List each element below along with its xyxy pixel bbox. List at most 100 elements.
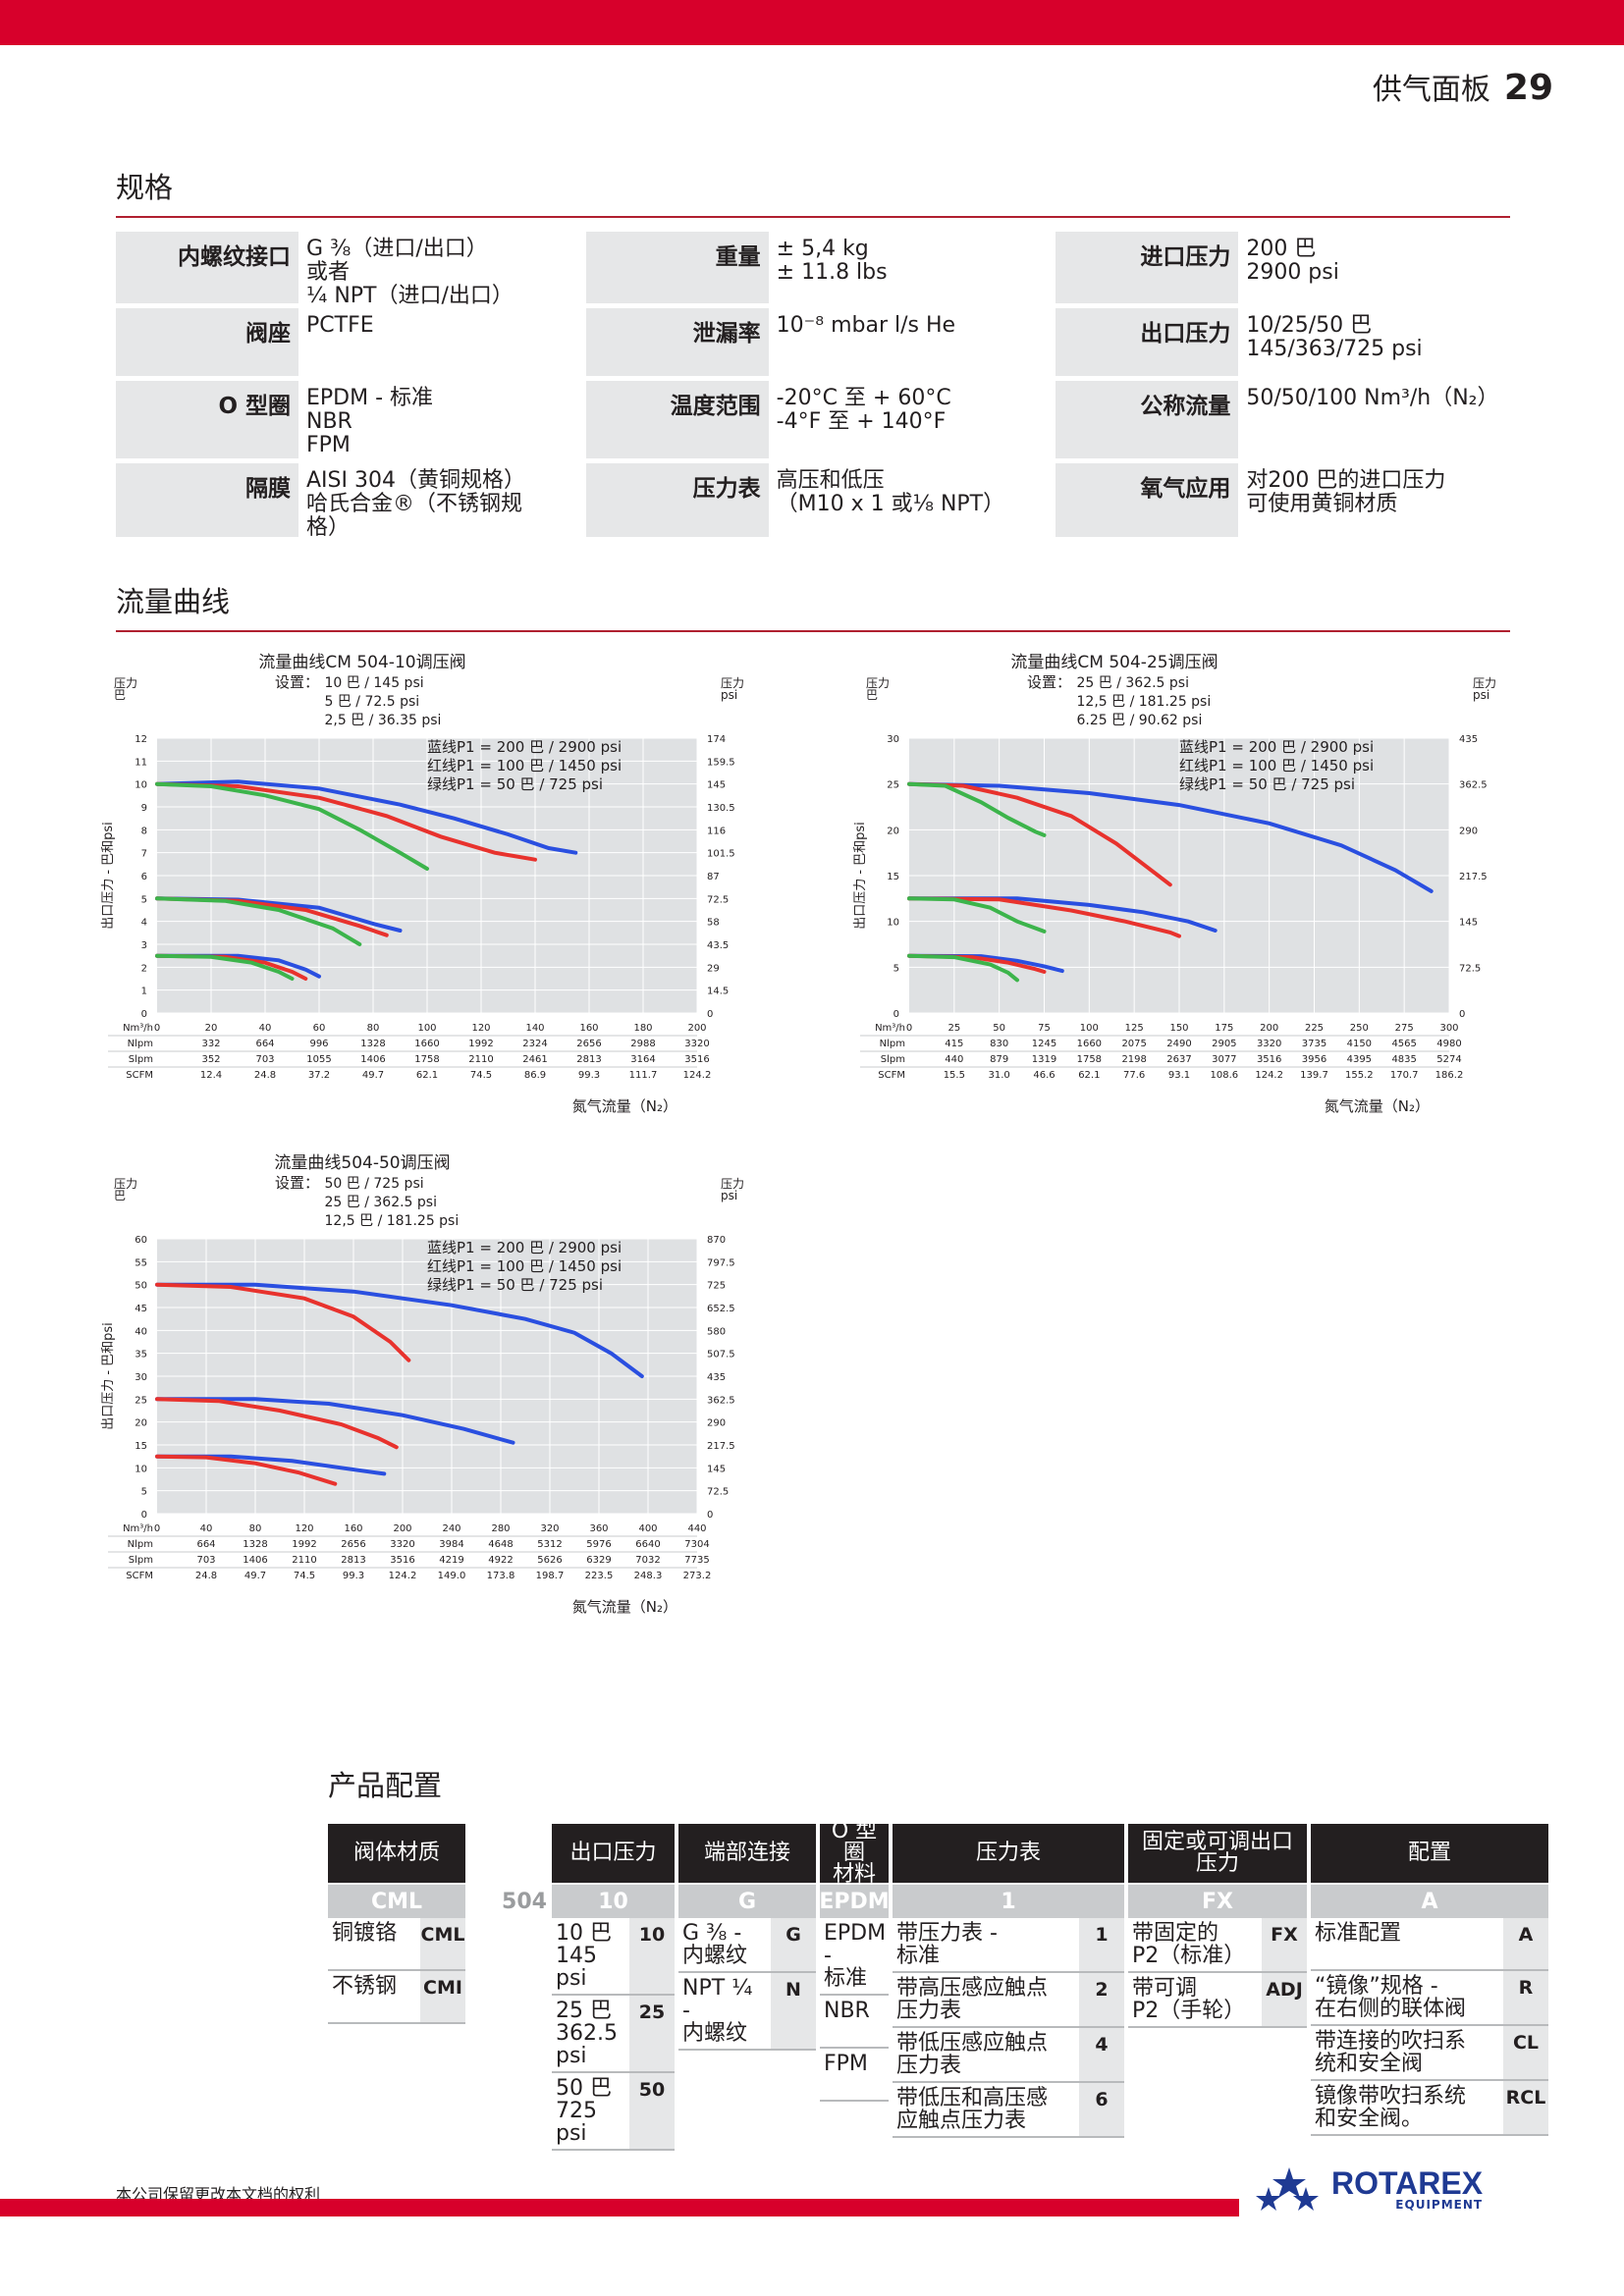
- y-tick-label: 45: [135, 1304, 147, 1314]
- y-axis-unit-right: psi: [1473, 688, 1489, 702]
- series-line: [907, 953, 1019, 983]
- y-tick-label: 15: [135, 1441, 147, 1452]
- y-tick-label: 15: [887, 872, 899, 882]
- spec-value: G ⅜（进口/出口） 或者 ¼ NPT（进口/出口）: [306, 237, 514, 308]
- slpm-value: 3516: [390, 1555, 414, 1566]
- spec-key: 阀座: [116, 308, 298, 376]
- config-option-code: 6: [1079, 2083, 1124, 2136]
- x-tick-label: 25: [947, 1023, 960, 1034]
- chart-setting: 10 巴 / 145 psi: [325, 675, 424, 691]
- config-option: 带固定的 P2（标准） FX: [1128, 1918, 1307, 1973]
- x-tick-label: 440: [687, 1523, 706, 1534]
- scfm-value: 46.6: [1033, 1070, 1055, 1081]
- config-option-code: R: [1503, 1971, 1548, 2024]
- series-line: [907, 896, 1181, 938]
- chart-settings-label: 设置：: [275, 1174, 319, 1192]
- config-column-code: 10: [552, 1885, 675, 1918]
- config-column-header: [501, 1824, 548, 1883]
- spec-value: 10⁻⁸ mbar l/s He: [776, 313, 956, 338]
- scfm-value: 173.8: [487, 1571, 515, 1581]
- scfm-value: 124.2: [389, 1571, 417, 1581]
- y-tick-label: 7: [141, 849, 147, 860]
- config-option-label: 铜镀铬: [332, 1921, 398, 1946]
- config-column-header: O 型圈 材料: [820, 1821, 889, 1886]
- y2-tick-label: 72.5: [1459, 963, 1481, 974]
- config-option: 不锈钢 CMI: [328, 1971, 465, 2024]
- y2-tick-label: 29: [707, 963, 720, 974]
- series-line: [907, 781, 1434, 893]
- y2-tick-label: 72.5: [707, 1487, 729, 1498]
- x-tick-label: 100: [1080, 1023, 1099, 1034]
- scfm-value: 139.7: [1300, 1070, 1328, 1081]
- legend-entry: 红线P1 = 100 巴 / 1450 psi: [1179, 757, 1374, 774]
- config-option-label: 带高压感应触点 压力表: [896, 1976, 1049, 2023]
- slpm-value: 1055: [306, 1054, 331, 1065]
- scfm-value: 74.5: [294, 1571, 315, 1581]
- config-option-code: CMI: [420, 1971, 465, 2022]
- spec-value: PCTFE: [306, 313, 374, 338]
- y2-tick-label: 0: [707, 1009, 713, 1020]
- config-section-title: 产品配置: [328, 1769, 443, 1802]
- config-column-code: A: [1311, 1885, 1548, 1918]
- legend-entry: 蓝线P1 = 200 巴 / 2900 psi: [427, 1239, 622, 1256]
- slpm-value: 352: [201, 1054, 220, 1065]
- x-row-label: Slpm: [129, 1054, 153, 1065]
- x-tick-label: 160: [344, 1523, 362, 1534]
- config-option-label: 10 巴 145 psi: [556, 1921, 612, 1991]
- y-tick-label: 10: [887, 918, 899, 929]
- x-tick-label: 275: [1395, 1023, 1414, 1034]
- config-column-header: 出口压力: [552, 1824, 675, 1883]
- config-option-label: 带低压感应触点 压力表: [896, 2031, 1049, 2078]
- y-axis-unit-left: 巴: [866, 688, 878, 702]
- spec-row: 内螺纹接口 G ⅜（进口/出口） 或者 ¼ NPT（进口/出口）: [116, 232, 570, 308]
- slpm-value: 2813: [341, 1555, 365, 1566]
- config-option-code: 4: [1079, 2028, 1124, 2081]
- flow-chart-504-10: 流量曲线CM 504-10调压阀 设置： 10 巴 / 145 psi 5 巴 / 7…: [98, 648, 746, 1119]
- spec-divider: [116, 216, 1510, 218]
- y2-tick-label: 435: [707, 1372, 726, 1383]
- nlpm-value: 3735: [1302, 1039, 1326, 1049]
- scfm-value: 74.5: [470, 1070, 492, 1081]
- x-row-label: Nm³/h: [875, 1023, 905, 1034]
- config-option: 镜像带吹扫系统 和安全阀。 RCL: [1311, 2081, 1548, 2136]
- x-axis-label: 氮气流量（N₂）: [572, 1097, 677, 1115]
- scfm-value: 24.8: [254, 1070, 276, 1081]
- config-option-label: G ⅜ - 内螺纹: [682, 1921, 748, 1968]
- config-column: 固定或可调出口 压力 FX 带固定的 P2（标准） FX 带可调 P2（手轮） ADJ: [1128, 1824, 1307, 2028]
- slpm-value: 3164: [630, 1054, 655, 1065]
- chart-title: 流量曲线CM 504-25调压阀: [1010, 653, 1218, 672]
- nlpm-value: 1992: [468, 1039, 493, 1049]
- x-tick-label: 200: [1260, 1023, 1278, 1034]
- nlpm-value: 1245: [1032, 1039, 1056, 1049]
- y2-tick-label: 652.5: [707, 1304, 735, 1314]
- series-line: [907, 781, 1047, 837]
- scfm-value: 149.0: [438, 1571, 466, 1581]
- y-axis-unit-right: psi: [721, 688, 737, 702]
- slpm-value: 2198: [1121, 1054, 1146, 1065]
- y-axis-unit-right: psi: [721, 1189, 737, 1202]
- slpm-value: 3077: [1212, 1054, 1236, 1065]
- config-option-code: 1: [1079, 1918, 1124, 1971]
- x-tick-label: 125: [1125, 1023, 1144, 1034]
- x-tick-label: 100: [417, 1023, 436, 1034]
- nlpm-value: 7304: [684, 1539, 709, 1550]
- config-option-label: 带连接的吹扫系 统和安全阀: [1315, 2029, 1467, 2076]
- nlpm-value: 1992: [292, 1539, 316, 1550]
- nlpm-value: 3320: [1257, 1039, 1281, 1049]
- x-tick-label: 80: [367, 1023, 380, 1034]
- spec-key: 氧气应用: [1056, 463, 1239, 537]
- chart-title: 流量曲线CM 504-10调压阀: [258, 653, 465, 672]
- nlpm-value: 2905: [1212, 1039, 1236, 1049]
- config-column-header: 阀体材质: [328, 1824, 465, 1883]
- brand-name: ROTAREX: [1331, 2165, 1484, 2201]
- y2-tick-label: 0: [707, 1510, 713, 1521]
- x-tick-label: 150: [1169, 1023, 1188, 1034]
- x-tick-label: 0: [906, 1023, 912, 1034]
- y2-tick-label: 290: [707, 1418, 726, 1429]
- spec-row: 阀座 PCTFE: [116, 308, 570, 381]
- nlpm-value: 4648: [488, 1539, 513, 1550]
- flow-chart-504-25: 流量曲线CM 504-25调压阀 设置： 25 巴 / 362.5 psi 12,5 …: [850, 648, 1498, 1119]
- series-line: [155, 1282, 644, 1378]
- top-red-bar: [0, 0, 1624, 45]
- y-tick-label: 4: [141, 918, 147, 929]
